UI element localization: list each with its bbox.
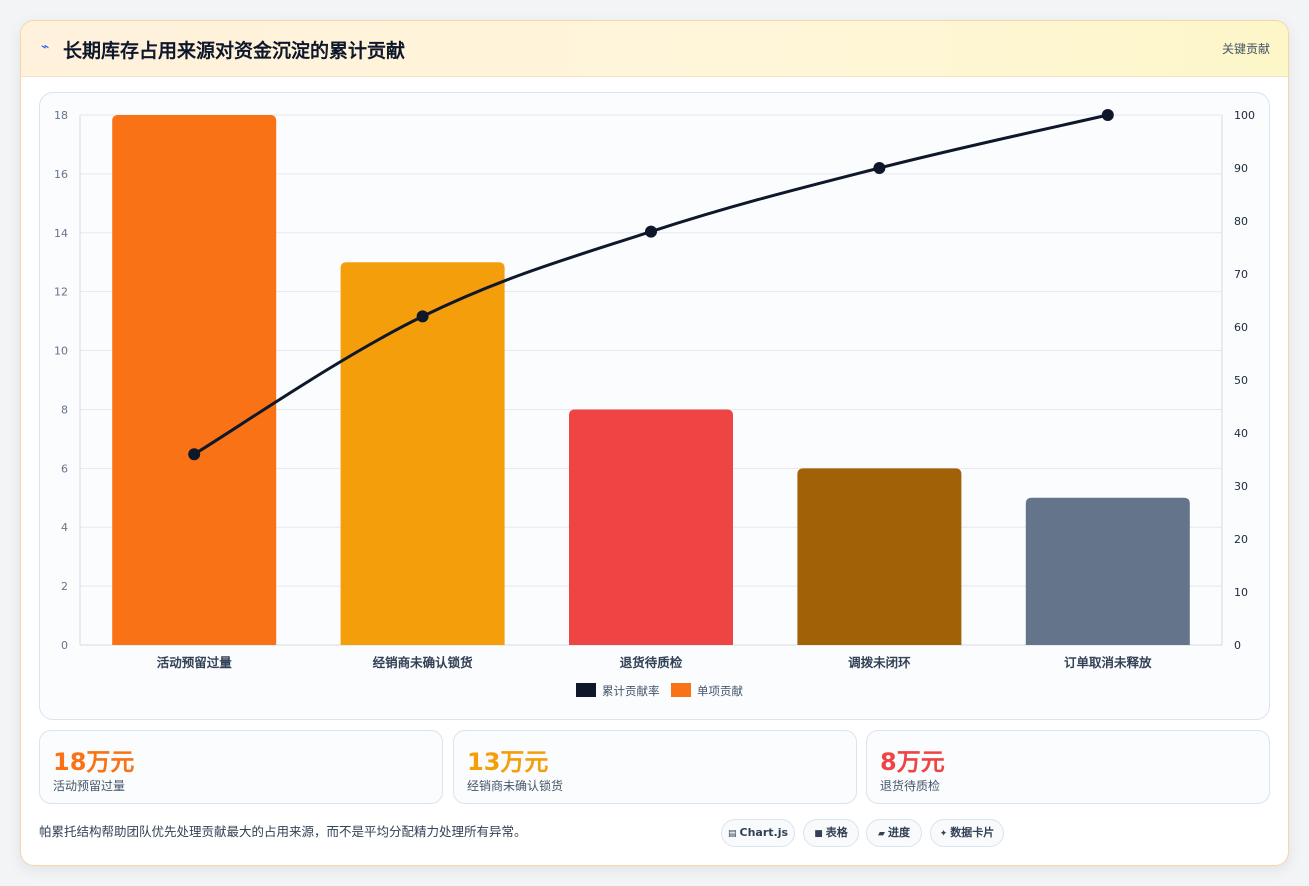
cumulative-point-4 [873,162,886,174]
chart-panel: 0 2 4 6 8 10 12 14 16 18 0 10 20 30 40 50 60 70 80 90 100 活动预… [39,92,1270,720]
bar-1 [112,115,277,645]
pill-label: 表格 [825,826,848,839]
y-left-tick-label: 2 [61,580,68,593]
pill-label: 数据卡片 [950,826,995,839]
legend-label: 累计贡献率 [602,684,660,698]
y-left-tick-label: 10 [54,345,68,358]
y-left-tick-label: 6 [61,462,68,475]
y-right-tick-label: 40 [1234,427,1248,440]
cumulative-point-5 [1101,109,1114,121]
y-right-tick-label: 0 [1234,639,1241,652]
pill-data-cards[interactable]: ✦ 数据卡片 [930,819,1004,847]
cumulative-point-3 [645,225,657,238]
pill-label: Chart.js [739,826,789,839]
header-tag: 关键贡献 [1221,42,1270,56]
stat-label: 经销商未确认锁货 [467,779,564,793]
pareto-chart: 0 2 4 6 8 10 12 14 16 18 0 10 20 30 40 50 60 70 80 90 100 活动预… [54,109,1255,698]
bar-5 [1025,497,1190,645]
x-tick-label: 活动预留过量 [157,655,233,670]
progress-icon: ▰ [878,829,885,839]
legend-swatch [671,683,691,697]
legend-label: 单项贡献 [697,684,743,698]
pill-chartjs[interactable]: ▤ Chart.js [721,819,795,847]
y-left-tick-label: 8 [61,403,68,416]
stat-card-3: 8万元 退货待质检 [866,730,1270,804]
stat-cards: 18万元 活动预留过量 13万元 经销商未确认锁货 8万元 退货待质检 [39,730,1270,804]
table-icon: ■ [814,829,823,839]
bar-3 [569,409,733,645]
sparkle-icon: ✦ [939,829,948,839]
pill-label: 进度 [887,826,910,839]
y-right-tick-label: 60 [1234,321,1248,334]
x-tick-label: 退货待质检 [620,655,683,670]
stat-label: 活动预留过量 [53,779,126,793]
y-right-tick-label: 30 [1234,480,1248,493]
cumulative-line [193,113,1109,456]
cumulative-point-2 [416,310,429,323]
y-left-tick-label: 4 [61,521,68,534]
chart-icon: ▤ [727,829,737,839]
bar-4 [797,468,962,645]
y-left-tick-label: 0 [61,639,68,652]
y-left-tick-label: 12 [54,286,68,299]
pill-table[interactable]: ■ 表格 [803,819,859,847]
stat-value: 8万元 [880,748,945,776]
stat-label: 退货待质检 [880,779,941,793]
y-right-tick-label: 20 [1234,533,1248,546]
x-tick-label: 经销商未确认锁货 [373,655,474,670]
y-left-tick-label: 14 [54,227,68,240]
lightning-icon: ⌁ [41,39,50,55]
y-right-tick-label: 50 [1234,374,1248,387]
legend-swatch [576,683,596,697]
stat-card-2: 13万元 经销商未确认锁货 [453,730,857,804]
chart-card: ⌁ 长期库存占用来源对资金沉淀的累计贡献 关键贡献 0 2 4 6 8 10 12 14 16 1… [20,20,1289,866]
y-left-tick-label: 16 [54,168,68,181]
y-right-tick-label: 90 [1234,162,1248,175]
cumulative-point-1 [188,448,201,461]
y-left-tick-label: 18 [54,109,68,122]
stat-value: 13万元 [467,748,549,776]
stat-value: 18万元 [53,748,135,776]
y-right-tick-label: 80 [1234,215,1248,228]
chart-title: 长期库存占用来源对资金沉淀的累计贡献 [63,40,406,62]
y-right-tick-label: 70 [1234,268,1248,281]
x-tick-label: 调拨未闭环 [848,655,911,670]
y-right-tick-label: 100 [1234,109,1255,122]
bar-2 [340,262,505,645]
y-right-tick-label: 10 [1234,586,1248,599]
x-tick-label: 订单取消未释放 [1064,655,1152,670]
card-header: ⌁ 长期库存占用来源对资金沉淀的累计贡献 关键贡献 [21,21,1288,77]
pill-progress[interactable]: ▰ 进度 [866,819,922,847]
stat-card-1: 18万元 活动预留过量 [39,730,443,804]
footer-note: 帕累托结构帮助团队优先处理贡献最大的占用来源，而不是平均分配精力处理所有异常。 [39,824,527,839]
